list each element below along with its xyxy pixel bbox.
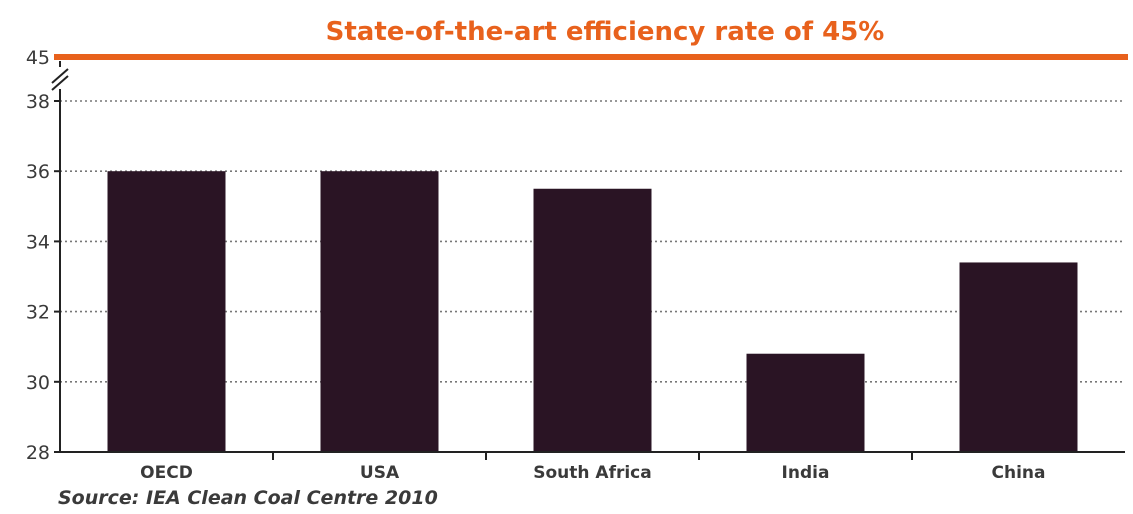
axis-break-mark xyxy=(51,68,69,84)
bars xyxy=(107,171,1078,452)
bar-china xyxy=(959,262,1078,452)
x-tick-south-africa: South Africa xyxy=(533,463,652,483)
y-tick-38: 38 xyxy=(26,91,50,113)
chart-title: State-of-the-art efficiency rate of 45% xyxy=(326,17,885,47)
axis-break-mark xyxy=(51,75,69,91)
bar-south-africa xyxy=(533,188,652,452)
y-tick-34: 34 xyxy=(26,231,50,253)
x-tick-usa: USA xyxy=(360,463,400,483)
y-tick-32: 32 xyxy=(26,302,50,324)
y-tick-30: 30 xyxy=(26,372,50,394)
axes xyxy=(51,54,1128,460)
source-note: Source: IEA Clean Coal Centre 2010 xyxy=(58,487,438,509)
x-tick-china: China xyxy=(992,463,1046,483)
bar-india xyxy=(746,353,865,452)
x-tick-india: India xyxy=(782,463,830,483)
y-tick-36: 36 xyxy=(26,161,50,183)
y-tick-28: 28 xyxy=(26,442,50,464)
y-tick-45: 45 xyxy=(26,47,50,69)
bar-usa xyxy=(320,171,439,452)
x-tick-labels: OECD USA South Africa India China xyxy=(140,463,1045,483)
x-tick-oecd: OECD xyxy=(140,463,193,483)
bar-oecd xyxy=(107,171,226,452)
y-tick-labels: 28 30 32 34 36 38 45 xyxy=(26,47,50,464)
